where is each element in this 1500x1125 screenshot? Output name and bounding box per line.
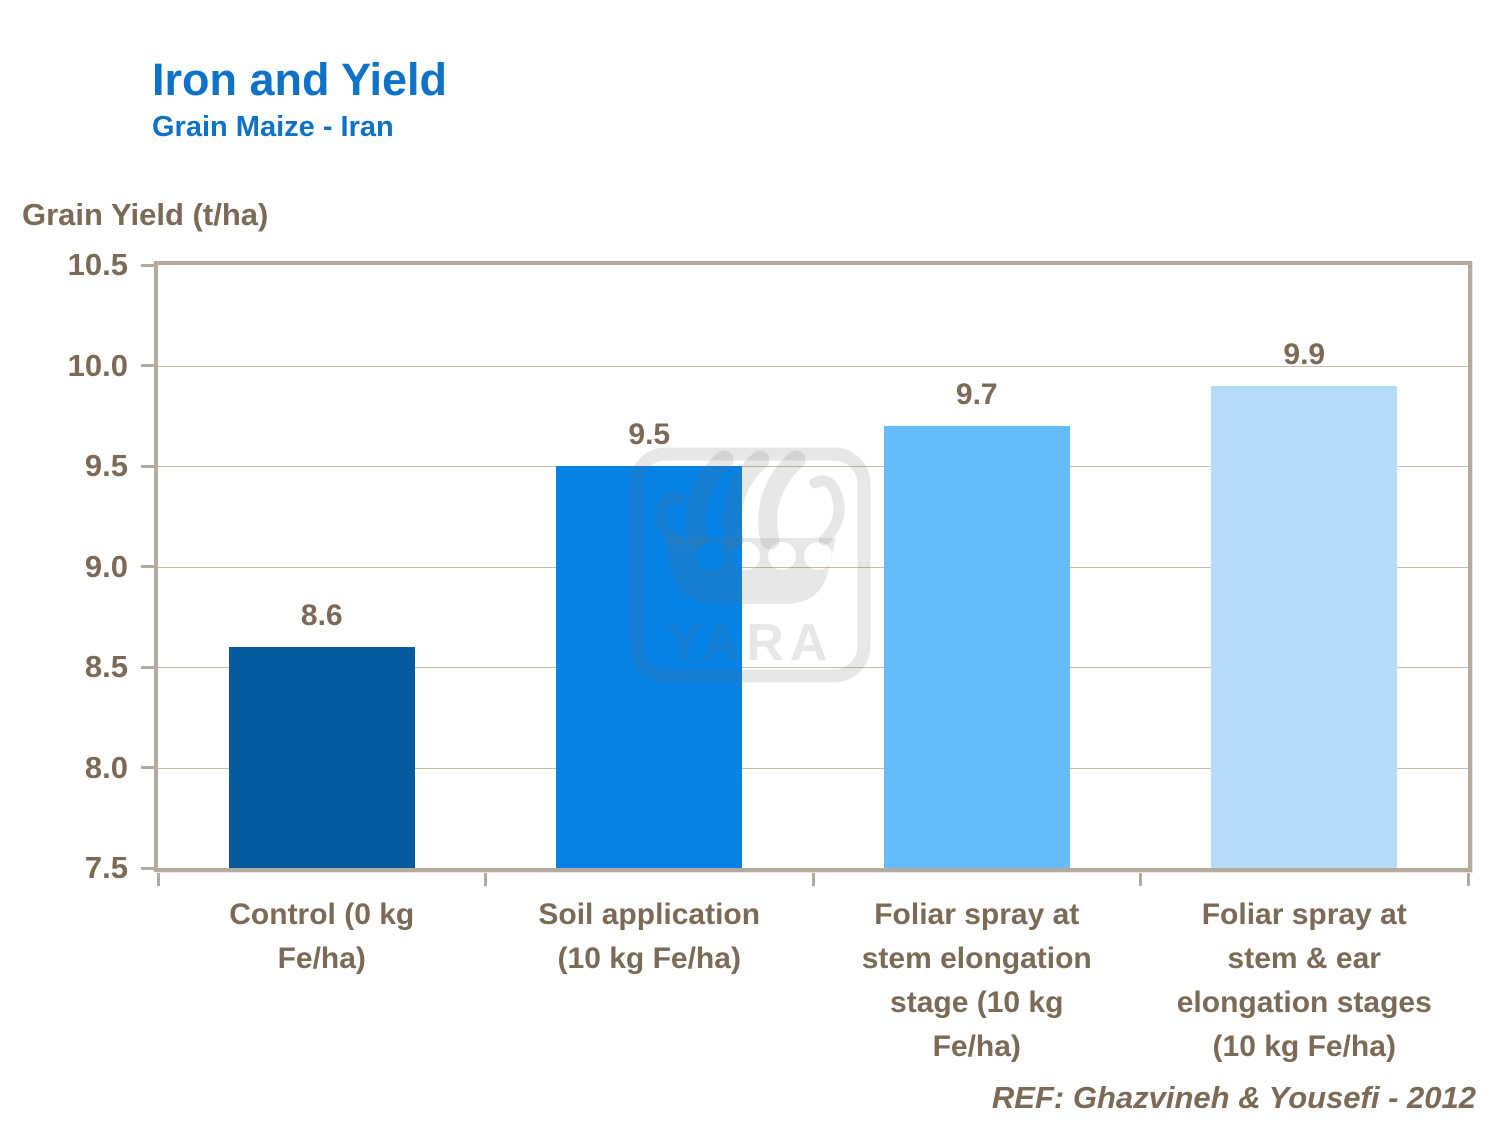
gridline (158, 365, 1468, 367)
bar (228, 646, 415, 868)
y-tick-label: 9.0 (84, 548, 128, 584)
y-tick-mark (141, 464, 159, 468)
x-tick-mark (811, 872, 815, 886)
x-tick-mark (1139, 872, 1142, 886)
category-label: Soil application (10 kg Fe/ha) (538, 898, 761, 976)
gridline (158, 767, 1468, 769)
bar (556, 466, 743, 868)
title-block: Iron and Yield Grain Maize - Iran (152, 55, 447, 144)
category-label: Control (0 kg Fe/ha) (229, 898, 415, 976)
gridline (158, 566, 1468, 568)
y-tick-label: 10.5 (67, 247, 128, 282)
y-axis-title: Grain Yield (t/ha) (22, 197, 269, 232)
y-tick-label: 7.5 (84, 850, 128, 885)
gridline (158, 667, 1468, 668)
y-tick-mark (141, 665, 159, 669)
y-tick-label: 8.0 (84, 749, 128, 785)
y-tick-label: 8.5 (84, 649, 128, 684)
x-tick-mark (484, 872, 487, 886)
bar (883, 425, 1070, 868)
reference-text: REF: Ghazvineh & Yousefi - 2012 (991, 1080, 1476, 1115)
x-tick-mark (1466, 872, 1470, 886)
y-tick-label: 9.5 (84, 448, 128, 483)
bar-value-label: 9.7 (955, 377, 998, 411)
bar-value-label: 9.5 (628, 418, 671, 451)
y-tick-mark (141, 364, 159, 367)
gridline (158, 466, 1468, 467)
bar-value-label: 8.6 (300, 598, 343, 632)
y-tick-mark (141, 766, 159, 769)
y-tick-label: 10.0 (67, 347, 128, 383)
category-label: Foliar spray at stem & ear elongation st… (1176, 898, 1432, 1064)
plot-area: 8.6 9.5 9.7 9.9 (158, 265, 1468, 868)
bar (1211, 385, 1398, 868)
category-label: Foliar spray at stem elongation stage (1… (861, 898, 1092, 1064)
y-tick-mark (141, 565, 159, 568)
x-tick-mark (156, 872, 160, 886)
bar-value-label: 9.9 (1283, 337, 1326, 371)
y-tick-mark (141, 263, 159, 267)
plot-frame (154, 261, 1472, 872)
chart-subtitle: Grain Maize - Iran (152, 110, 394, 143)
y-tick-mark (141, 866, 159, 870)
chart-title: Iron and Yield (152, 54, 448, 105)
